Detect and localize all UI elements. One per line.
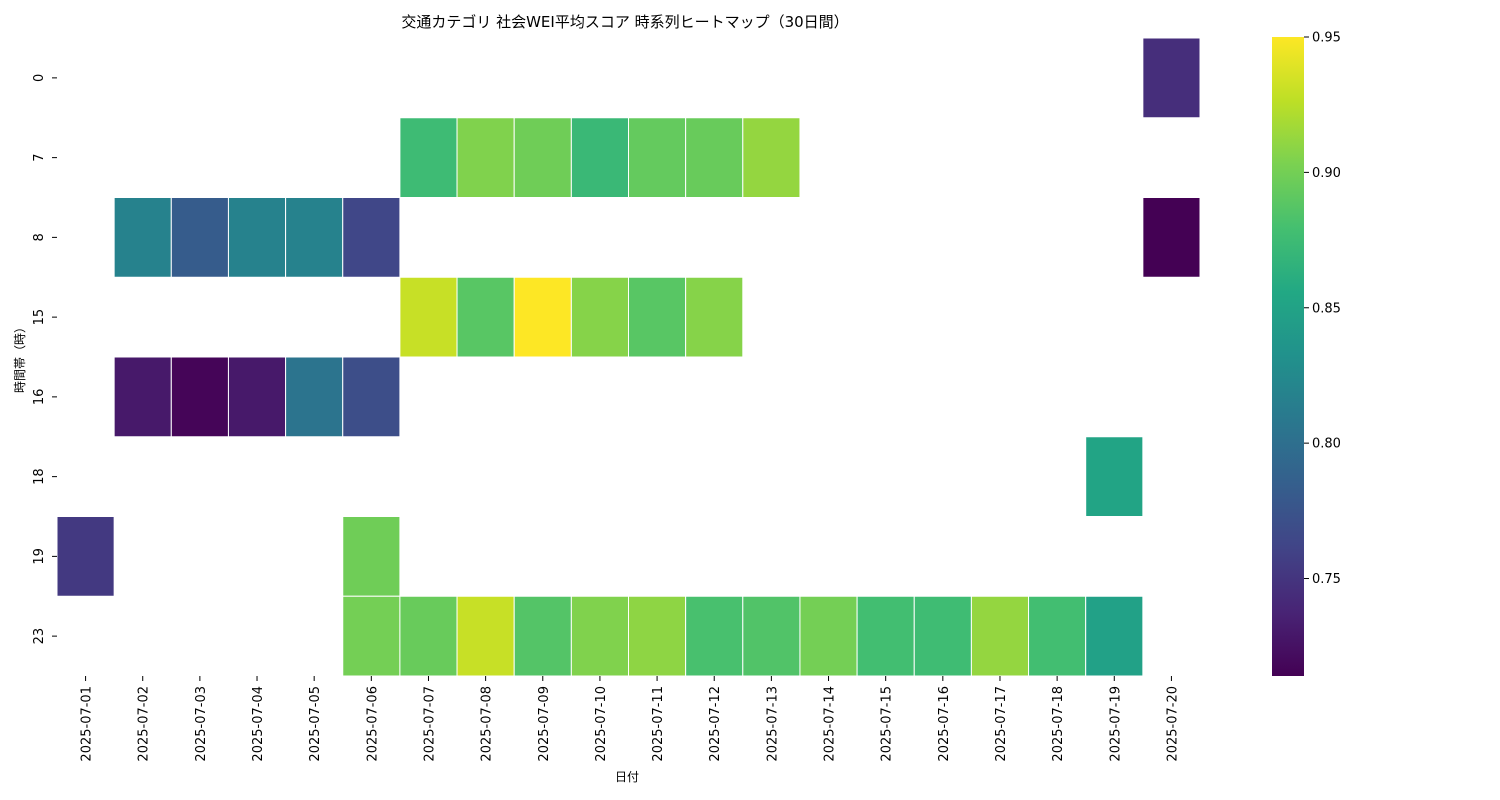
heatmap-cell [570,276,629,358]
x-tick-label: 2025-07-20 [1165,686,1180,762]
x-axis: 2025-07-01 2025-07-02 2025-07-03 2025-07-04… [80,676,1180,762]
x-tick-label: 2025-07-16 [937,686,952,762]
heatmap-cell [628,117,687,198]
heatmap-cell [513,276,572,358]
colorbar-tick-label: 0.80 [1312,437,1341,452]
heatmap-cell [513,117,572,198]
heatmap-cell [799,595,858,677]
heatmap-cell [342,516,401,597]
heatmap-cell [570,595,629,677]
x-tick-label: 2025-07-07 [422,686,437,762]
heatmap-cell [285,197,344,278]
heatmap-cell [227,197,287,278]
heatmap-cell [513,595,572,677]
heatmap-cell [399,117,458,198]
heatmap-cell [1085,436,1144,517]
heatmap-cell [1085,595,1144,677]
heatmap-cell [685,276,744,358]
colorbar-tick-label: 0.85 [1312,301,1341,316]
y-tick-label: 18 [32,468,47,485]
colorbar-tick-label: 0.95 [1312,31,1341,46]
y-tick-label: 23 [32,628,47,645]
colorbar-tick-label: 0.75 [1312,572,1341,587]
x-tick-label: 2025-07-10 [594,686,609,762]
heatmap-cell [399,595,458,677]
heatmap-cell [170,197,229,278]
heatmap-cell [456,117,515,198]
x-tick-label: 2025-07-18 [1051,686,1066,762]
heatmap-cell [685,595,744,677]
heatmap-cell [227,356,287,438]
heatmap-cell [570,117,629,198]
x-tick-label: 2025-07-15 [880,686,895,762]
y-axis: 0 7 8 15 16 18 19 23 [32,74,57,645]
x-tick-label: 2025-07-14 [823,686,838,762]
heatmap-cell [342,595,401,677]
heatmap-cell [913,595,972,677]
colorbar-tick-label: 0.90 [1312,166,1341,181]
x-tick-label: 2025-07-11 [651,686,666,762]
y-tick-label: 0 [32,74,47,82]
heatmap-cell [399,276,458,358]
heatmap-cell [856,595,915,677]
heatmap-cell [342,197,401,278]
x-tick-label: 2025-07-06 [365,686,380,762]
x-tick-label: 2025-07-05 [308,686,323,762]
heatmap-cell [113,197,172,278]
x-tick-label: 2025-07-03 [194,686,209,762]
heatmap-cell [970,595,1030,677]
x-tick-label: 2025-07-04 [251,686,266,762]
x-tick-label: 2025-07-19 [1108,686,1123,762]
y-tick-label: 19 [32,548,47,565]
heatmap-cell [285,356,344,438]
heatmap-cell [742,595,801,677]
chart-title: 交通カテゴリ 社会WEI平均スコア 時系列ヒートマップ（30日間） [401,13,848,31]
heatmap-cell [56,516,115,597]
heatmap-cell [628,276,687,358]
x-tick-label: 2025-07-08 [480,686,495,762]
y-tick-label: 16 [32,389,47,406]
y-tick-label: 8 [32,233,47,241]
y-tick-label: 7 [32,153,47,161]
x-tick-label: 2025-07-13 [765,686,780,762]
x-tick-label: 2025-07-01 [80,686,95,762]
colorbar-ticks: 0.75 0.80 0.85 0.90 0.95 [1304,31,1341,587]
x-tick-label: 2025-07-09 [537,686,552,762]
heatmap-cell [1142,37,1201,119]
heatmap-cell [1142,197,1201,278]
heatmap-cells [56,37,1201,677]
y-axis-label: 時間帯（時） [13,321,27,393]
x-tick-label: 2025-07-17 [994,686,1009,762]
heatmap-cell [170,356,229,438]
heatmap-cell [456,595,515,677]
heatmap-cell [456,276,515,358]
colorbar [1272,37,1304,676]
heatmap-cell [113,356,172,438]
heatmap-cell [742,117,801,198]
x-tick-label: 2025-07-02 [137,686,152,762]
heatmap-cell [1028,595,1087,677]
heatmap-cell [685,117,744,198]
x-axis-label: 日付 [615,770,639,784]
x-tick-label: 2025-07-12 [708,686,723,762]
heatmap-cell [628,595,687,677]
y-tick-label: 15 [32,309,47,326]
heatmap-cell [342,356,401,438]
